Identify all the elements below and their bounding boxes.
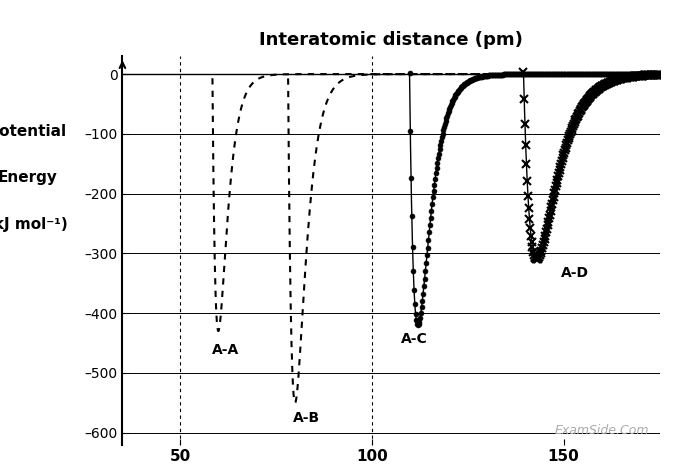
Text: A-C: A-C	[401, 332, 428, 346]
Text: (kJ mol⁻¹): (kJ mol⁻¹)	[0, 217, 67, 232]
Text: ExamSide.Com: ExamSide.Com	[554, 424, 649, 437]
Text: A-D: A-D	[561, 266, 589, 280]
Text: A-B: A-B	[293, 411, 320, 425]
Title: Interatomic distance (pm): Interatomic distance (pm)	[259, 31, 523, 49]
Text: Potential: Potential	[0, 124, 66, 139]
Text: A-A: A-A	[212, 343, 239, 357]
Text: Energy: Energy	[0, 170, 57, 185]
